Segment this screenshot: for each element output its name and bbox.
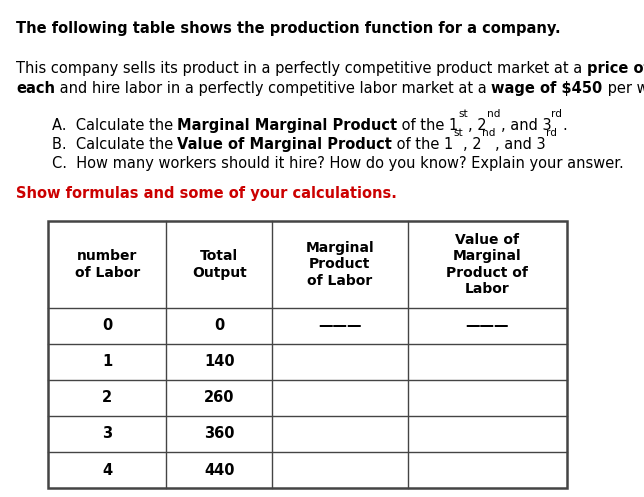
- Text: nd: nd: [487, 109, 500, 119]
- Text: st: st: [459, 109, 468, 119]
- Text: nd: nd: [482, 128, 495, 138]
- Text: rd: rd: [551, 109, 562, 119]
- Text: , 2: , 2: [463, 137, 482, 152]
- Text: 3: 3: [102, 426, 112, 441]
- Text: 140: 140: [204, 354, 234, 369]
- Text: Marginal Marginal Product: Marginal Marginal Product: [177, 118, 397, 133]
- Text: Show formulas and some of your calculations.: Show formulas and some of your calculati…: [16, 186, 397, 201]
- Text: B.  Calculate the: B. Calculate the: [52, 137, 177, 152]
- Text: Value of
Marginal
Product of
Labor: Value of Marginal Product of Labor: [446, 233, 528, 296]
- Text: 360: 360: [204, 426, 234, 441]
- Text: 4: 4: [102, 463, 112, 478]
- Text: per week.: per week.: [603, 81, 644, 95]
- Text: 0: 0: [214, 318, 224, 333]
- Text: Marginal
Product
of Labor: Marginal Product of Labor: [306, 241, 374, 288]
- Text: price of $4: price of $4: [587, 61, 644, 76]
- Text: The following table shows the production function for a company.: The following table shows the production…: [16, 21, 561, 36]
- Text: rd: rd: [546, 128, 557, 138]
- Text: C.  How many workers should it hire? How do you know? Explain your answer.: C. How many workers should it hire? How …: [52, 156, 623, 171]
- Text: ———: ———: [466, 318, 509, 333]
- Text: wage of $450: wage of $450: [491, 81, 603, 95]
- Text: .: .: [562, 118, 567, 133]
- Text: This company sells its product in a perfectly competitive product market at a: This company sells its product in a perf…: [16, 61, 587, 76]
- Text: of the 1: of the 1: [392, 137, 453, 152]
- Text: ———: ———: [318, 318, 362, 333]
- Text: number
of Labor: number of Labor: [75, 249, 140, 279]
- Text: 2: 2: [102, 390, 112, 406]
- Text: , and 3: , and 3: [500, 118, 551, 133]
- Text: , and 3: , and 3: [495, 137, 546, 152]
- Text: 0: 0: [102, 318, 112, 333]
- Text: and hire labor in a perfectly competitive labor market at a: and hire labor in a perfectly competitiv…: [55, 81, 491, 95]
- Text: of the 1: of the 1: [397, 118, 459, 133]
- Text: st: st: [453, 128, 463, 138]
- Text: 1: 1: [102, 354, 112, 369]
- Text: each: each: [16, 81, 55, 95]
- Text: , 2: , 2: [468, 118, 487, 133]
- Text: 440: 440: [204, 463, 234, 478]
- Text: A.  Calculate the: A. Calculate the: [52, 118, 177, 133]
- Text: Value of Marginal Product: Value of Marginal Product: [177, 137, 392, 152]
- Text: 260: 260: [204, 390, 234, 406]
- Text: Total
Output: Total Output: [192, 249, 247, 279]
